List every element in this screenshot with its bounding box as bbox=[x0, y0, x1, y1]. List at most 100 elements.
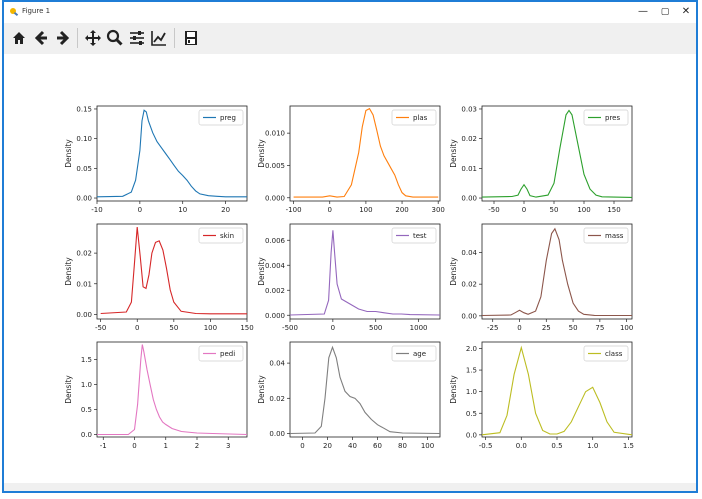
legend bbox=[198, 109, 244, 126]
y-tick-label: 0.005 bbox=[265, 162, 285, 170]
y-axis-label: Density bbox=[64, 139, 73, 168]
y-tick-label: 1.5 bbox=[81, 356, 92, 364]
pan-button[interactable] bbox=[84, 29, 102, 47]
y-tick-label: 0.00 bbox=[269, 430, 285, 438]
legend-label: age bbox=[413, 350, 426, 358]
density-line-pres bbox=[481, 109, 633, 198]
y-tick-label: 0.10 bbox=[76, 135, 92, 143]
y-tick-label: 1.5 bbox=[466, 367, 477, 375]
legend bbox=[198, 227, 244, 244]
subplot-preg: -10 0 10 20 0.00 0.05 0.10 0.15 Density preg bbox=[64, 105, 248, 214]
zoom-button[interactable] bbox=[106, 29, 124, 47]
y-tick-label: 0.02 bbox=[269, 395, 285, 403]
close-button[interactable]: ✕ bbox=[681, 6, 691, 17]
density-line-pedi bbox=[97, 344, 248, 436]
x-tick-label: 150 bbox=[607, 206, 620, 214]
x-tick-label: -500 bbox=[282, 324, 298, 332]
y-tick-label: 0.00 bbox=[461, 195, 477, 203]
save-icon bbox=[185, 31, 197, 45]
y-axis-label: Density bbox=[257, 257, 266, 286]
x-tick-label: 100 bbox=[359, 206, 372, 214]
y-axis-label: Density bbox=[64, 257, 73, 286]
legend-label: test bbox=[413, 232, 427, 240]
y-tick-label: 1.0 bbox=[466, 388, 477, 396]
legend-label: plas bbox=[413, 114, 428, 122]
x-tick-label: 100 bbox=[577, 206, 590, 214]
y-tick-label: 0.004 bbox=[265, 262, 286, 270]
back-button[interactable] bbox=[32, 29, 50, 47]
back-icon bbox=[34, 30, 47, 46]
configure-subplots-icon bbox=[130, 31, 144, 45]
density-line-preg bbox=[96, 109, 247, 198]
subplot-pedi: -1 0 1 2 3 0.0 0.5 1.0 1.5 Density pedi bbox=[64, 341, 248, 450]
y-tick-label: 0.00 bbox=[76, 195, 92, 203]
x-tick-label: 1.0 bbox=[587, 442, 598, 450]
toolbar-separator bbox=[77, 28, 78, 48]
y-tick-label: 0.5 bbox=[81, 406, 92, 414]
edit-axis-button[interactable] bbox=[150, 29, 168, 47]
y-tick-label: 0.01 bbox=[461, 165, 477, 173]
y-axis-label: Density bbox=[64, 375, 73, 404]
x-tick-label: 40 bbox=[348, 442, 357, 450]
subplot-test: -500 0 500 1000 0.000 0.002 0.004 0.006 Density t… bbox=[257, 223, 441, 332]
forward-icon bbox=[57, 30, 70, 46]
x-tick-label: 0 bbox=[517, 324, 521, 332]
legend-label: pres bbox=[605, 114, 620, 122]
x-tick-label: 0 bbox=[135, 324, 139, 332]
x-tick-label: 0 bbox=[132, 442, 136, 450]
x-tick-label: 75 bbox=[595, 324, 604, 332]
x-tick-label: 0 bbox=[331, 324, 335, 332]
legend bbox=[391, 227, 437, 244]
y-tick-label: 0.0 bbox=[466, 431, 477, 439]
x-tick-label: 0 bbox=[522, 206, 526, 214]
axes-frame bbox=[96, 341, 248, 438]
y-tick-label: 0.04 bbox=[269, 360, 285, 368]
x-tick-label: 100 bbox=[421, 442, 434, 450]
home-icon bbox=[13, 32, 25, 44]
figure-window: Figure 1 — ▢ ✕ -10 0 10 20 0.0 bbox=[2, 0, 698, 493]
legend-label: skin bbox=[220, 232, 234, 240]
zoom-icon bbox=[106, 29, 123, 46]
x-tick-label: 1.5 bbox=[623, 442, 634, 450]
home-button[interactable] bbox=[10, 29, 28, 47]
y-tick-label: 0.02 bbox=[461, 135, 477, 143]
x-tick-label: -25 bbox=[487, 324, 498, 332]
x-tick-label: 20 bbox=[221, 206, 230, 214]
density-line-mass bbox=[481, 227, 633, 317]
x-tick-label: 25 bbox=[542, 324, 551, 332]
y-tick-label: 0.04 bbox=[461, 249, 477, 257]
density-line-age bbox=[289, 345, 441, 435]
x-tick-label: 50 bbox=[169, 324, 178, 332]
x-tick-label: -50 bbox=[488, 206, 499, 214]
y-axis-label: Density bbox=[257, 375, 266, 404]
edit-axis-icon bbox=[151, 31, 166, 46]
window-title: Figure 1 bbox=[22, 7, 51, 15]
x-tick-label: 80 bbox=[398, 442, 407, 450]
configure-subplots-button[interactable] bbox=[128, 29, 146, 47]
legend bbox=[583, 109, 629, 126]
x-tick-label: 0.0 bbox=[516, 442, 527, 450]
y-tick-label: 1.0 bbox=[81, 381, 92, 389]
legend bbox=[391, 109, 437, 126]
minimize-button[interactable]: — bbox=[638, 6, 648, 17]
legend bbox=[583, 345, 629, 362]
forward-button[interactable] bbox=[54, 29, 72, 47]
x-tick-label: -50 bbox=[95, 324, 106, 332]
subplot-pres: -50 0 50 100 150 0.00 0.01 0.02 0.03 Density pres bbox=[449, 105, 633, 214]
x-tick-label: 100 bbox=[620, 324, 633, 332]
x-tick-label: 500 bbox=[369, 324, 382, 332]
y-tick-label: 0.006 bbox=[265, 237, 286, 245]
navigation-toolbar bbox=[4, 23, 696, 55]
app-icon bbox=[10, 8, 19, 17]
x-tick-label: 0.5 bbox=[551, 442, 562, 450]
maximize-button[interactable]: ▢ bbox=[660, 7, 670, 17]
save-button[interactable] bbox=[182, 29, 200, 47]
x-tick-label: 0 bbox=[138, 206, 142, 214]
x-tick-label: 0 bbox=[328, 206, 332, 214]
y-axis-label: Density bbox=[257, 139, 266, 168]
y-tick-label: 0.0 bbox=[81, 431, 92, 439]
x-tick-label: 50 bbox=[569, 324, 578, 332]
